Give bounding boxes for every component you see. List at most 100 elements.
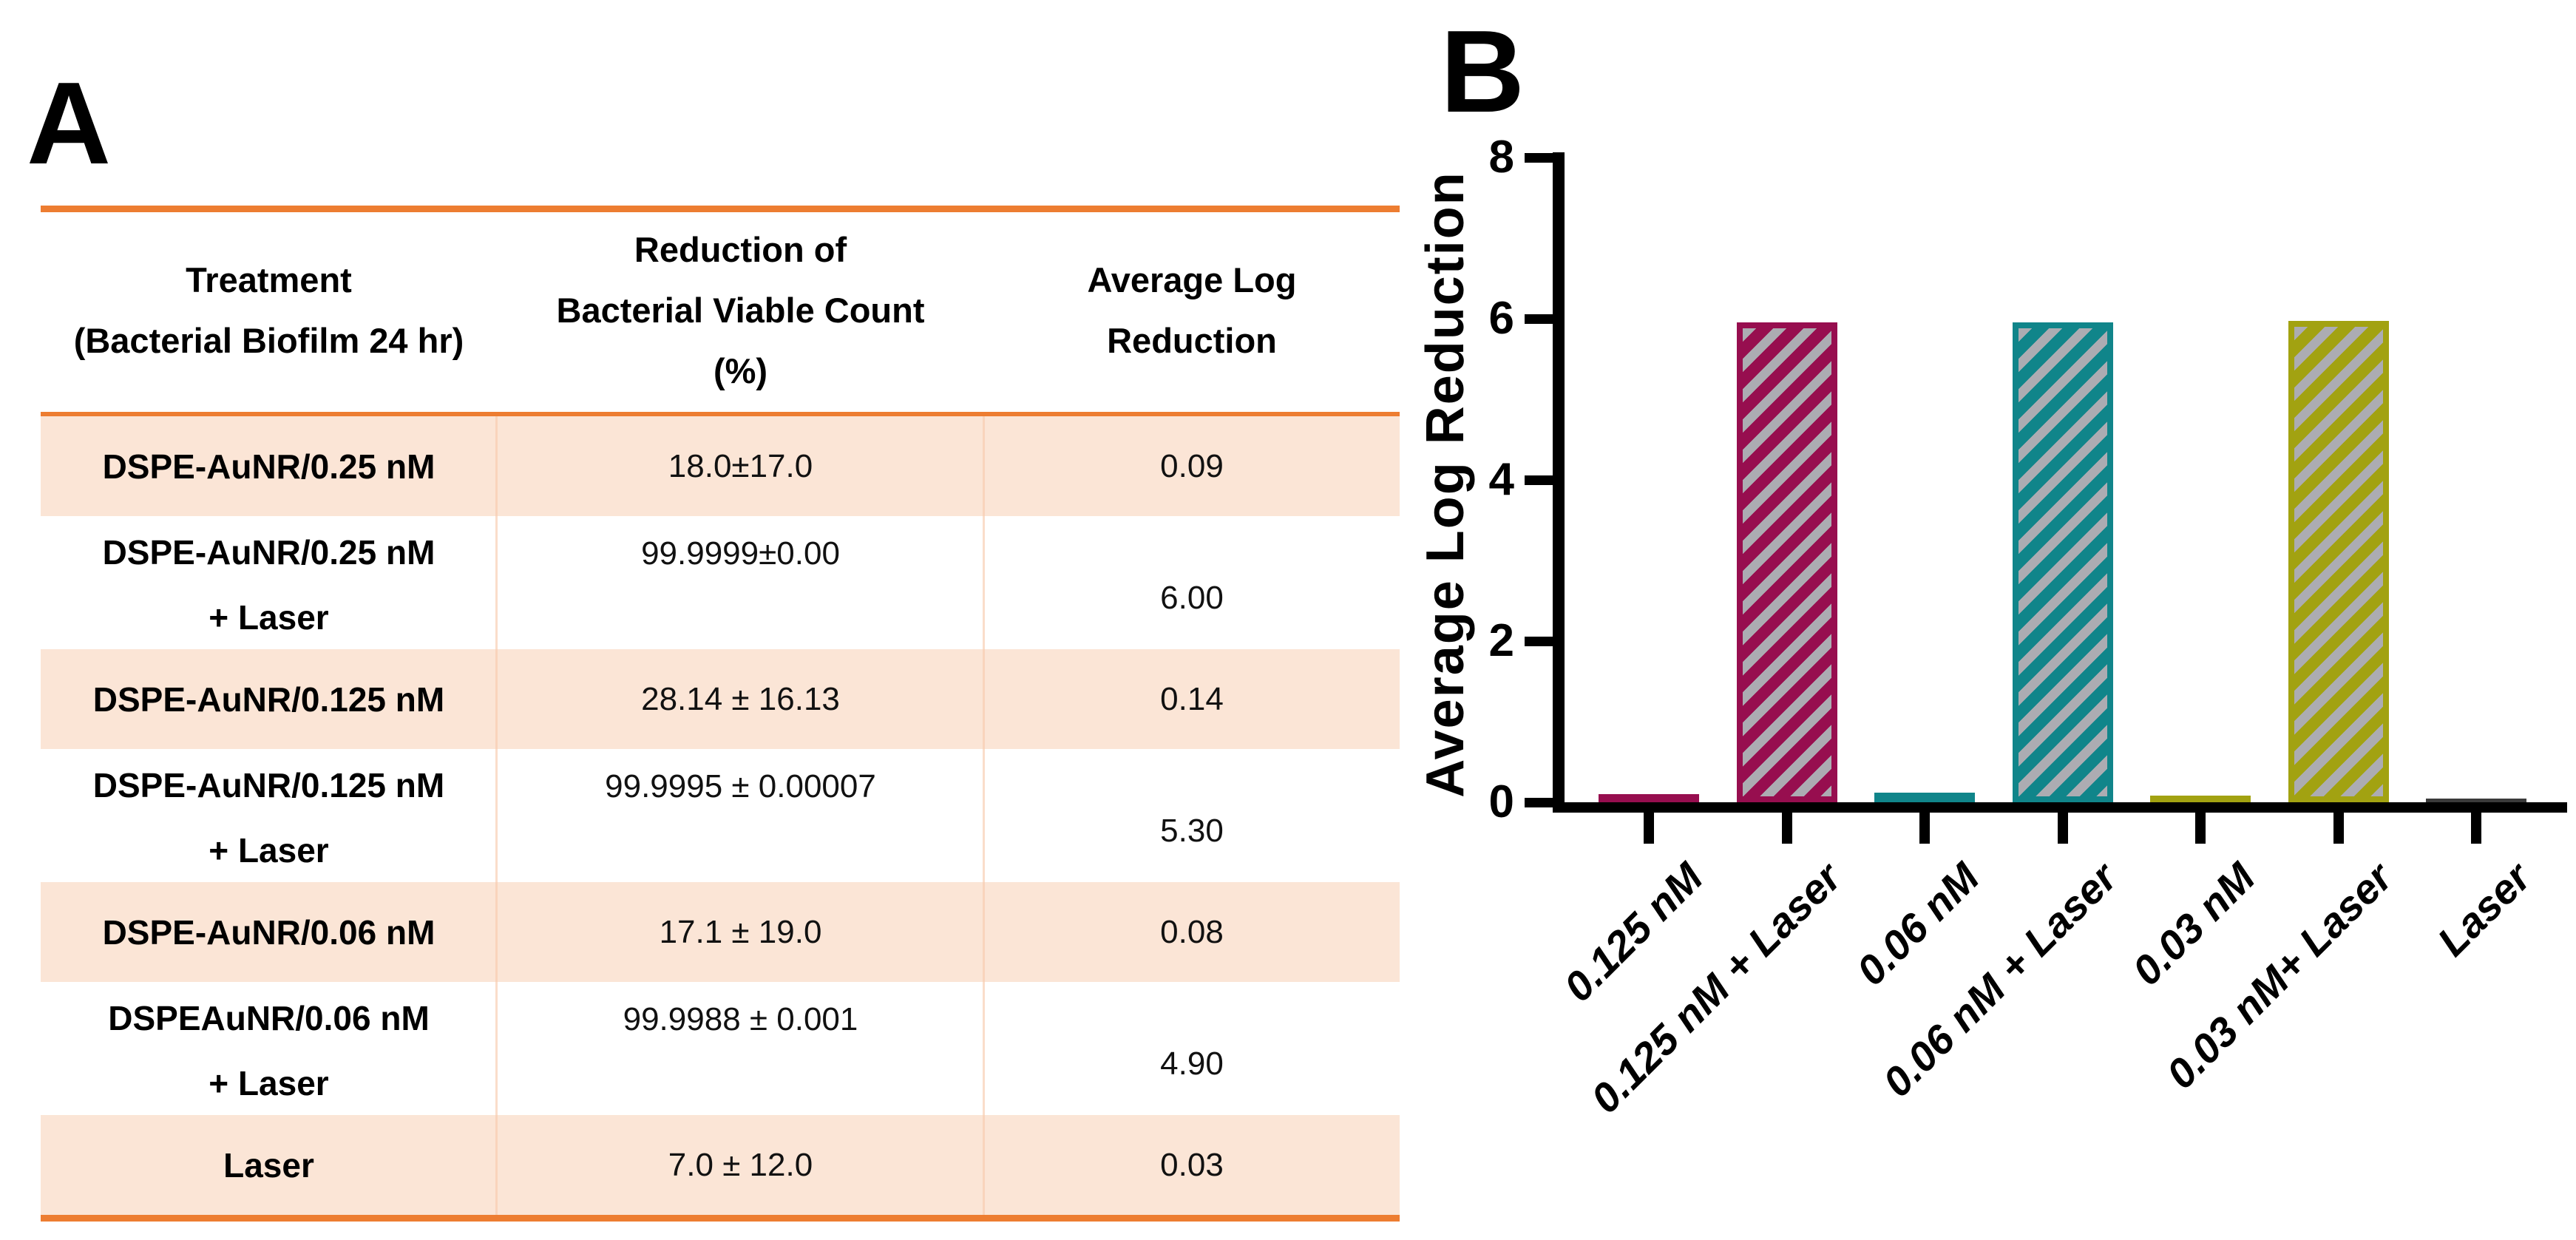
header-line: (Bacterial Biofilm 24 hr) <box>73 321 464 360</box>
bar-0.03 nM+ Laser <box>2288 321 2389 802</box>
log-reduction-value: 0.09 <box>1160 447 1224 484</box>
header-line: Treatment <box>186 260 352 299</box>
column-separator <box>495 416 498 1215</box>
log-reduction-value: 0.08 <box>1160 913 1224 950</box>
treatment-name: DSPE-AuNR/0.125 nM <box>92 680 445 719</box>
treatment-cell: DSPE-AuNR/0.25 nM + Laser <box>41 516 497 649</box>
table-row: DSPE-AuNR/0.25 nM 18.0±17.0 0.09 <box>41 416 1400 516</box>
log-cell: 0.09 <box>984 416 1400 516</box>
treatment-name: Laser <box>223 1145 314 1185</box>
panel-a-label: A <box>27 58 112 189</box>
x-axis <box>1553 802 2567 813</box>
table-row: DSPE-AuNR/0.125 nM 28.14 ± 16.13 0.14 <box>41 649 1400 749</box>
table-row: DSPE-AuNR/0.06 nM 17.1 ± 19.0 0.08 <box>41 882 1400 982</box>
treatment-cell: DSPE-AuNR/0.06 nM <box>41 882 497 982</box>
log-cell: 0.14 <box>984 649 1400 749</box>
x-axis-tick <box>2471 813 2481 844</box>
treatment-cell: DSPE-AuNR/0.25 nM <box>41 416 497 516</box>
x-category-label: 0.06 nM <box>1847 853 1988 995</box>
x-axis-tick <box>2333 813 2344 844</box>
x-axis-tick <box>2057 813 2068 844</box>
y-axis-tick <box>1525 475 1553 485</box>
y-axis <box>1553 152 1565 813</box>
x-category-label: Laser <box>2427 853 2540 965</box>
reduction-cell: 99.9999±0.00 <box>497 516 984 649</box>
column-separator <box>983 416 985 1215</box>
bar-0.125 nM + Laser <box>1736 322 1837 802</box>
reduction-value: 28.14 ± 16.13 <box>641 680 840 717</box>
log-reduction-value: 0.14 <box>1160 680 1224 717</box>
y-axis-tick <box>1525 153 1553 163</box>
bar-0.125 nM <box>1599 794 1699 802</box>
header-underline-rule <box>41 412 1400 416</box>
header-col-1: Reduction of Bacterial Viable Count (%) <box>497 212 984 412</box>
table-body: DSPE-AuNR/0.25 nM 18.0±17.0 0.09 DSPE-AuNR/… <box>41 416 1400 1215</box>
table-header-row: Treatment (Bacterial Biofilm 24 hr) Reduct… <box>41 212 1400 412</box>
treatment-cell: DSPE-AuNR/0.125 nM + Laser <box>41 749 497 882</box>
reduction-cell: 7.0 ± 12.0 <box>497 1115 984 1215</box>
treatment-name: DSPE-AuNR/0.06 nM <box>102 912 435 952</box>
table-row: DSPE-AuNR/0.25 nM + Laser 99.9999±0.00 6.00 <box>41 516 1400 649</box>
x-axis-tick <box>1781 813 1792 844</box>
log-cell: 4.90 <box>984 982 1400 1115</box>
reduction-cell: 18.0±17.0 <box>497 416 984 516</box>
y-axis-tick <box>1525 798 1553 807</box>
table-bottom-rule <box>41 1215 1400 1222</box>
y-tick-label: 0 <box>1488 776 1514 827</box>
log-reduction-value: 6.00 <box>1160 580 1224 616</box>
table-row: DSPEAuNR/0.06 nM + Laser 99.9988 ± 0.001 4.… <box>41 982 1400 1115</box>
x-axis-tick <box>1644 813 1654 844</box>
x-category-label: 0.125 nM + Laser <box>1582 853 1850 1122</box>
reduction-cell: 99.9988 ± 0.001 <box>497 982 984 1115</box>
treatment-cell: DSPE-AuNR/0.125 nM <box>41 649 497 749</box>
header-line: Bacterial Viable Count <box>556 291 925 330</box>
reduction-value: 99.9988 ± 0.001 <box>623 1001 858 1037</box>
x-axis-tick <box>2195 813 2206 844</box>
treatment-table: Treatment (Bacterial Biofilm 24 hr) Reduct… <box>41 206 1400 1222</box>
header-col-2: Average Log Reduction <box>984 212 1400 412</box>
reduction-cell: 99.9995 ± 0.00007 <box>497 749 984 882</box>
reduction-cell: 28.14 ± 16.13 <box>497 649 984 749</box>
y-axis-title: Average Log Reduction <box>1416 171 1475 798</box>
header-line: Reduction <box>1107 321 1277 360</box>
reduction-value: 7.0 ± 12.0 <box>668 1146 813 1183</box>
log-reduction-value: 5.30 <box>1160 813 1224 849</box>
header-line: Average Log <box>1087 260 1297 299</box>
reduction-value: 17.1 ± 19.0 <box>659 913 822 950</box>
reduction-value: 99.9995 ± 0.00007 <box>605 768 876 804</box>
y-tick-label: 2 <box>1488 615 1514 666</box>
treatment-name-line2: + Laser <box>209 831 329 870</box>
treatment-name: DSPE-AuNR/0.25 nM <box>102 533 435 572</box>
x-category-label: 0.03 nM <box>2123 853 2264 995</box>
header-line: Reduction of <box>634 230 847 269</box>
bar-Laser <box>2426 799 2526 802</box>
log-cell: 5.30 <box>984 749 1400 882</box>
log-cell: 0.03 <box>984 1115 1400 1215</box>
table-row: Laser 7.0 ± 12.0 0.03 <box>41 1115 1400 1215</box>
reduction-value: 18.0±17.0 <box>668 447 813 484</box>
y-tick-label: 6 <box>1488 293 1514 344</box>
treatment-name: DSPEAuNR/0.06 nM <box>108 999 430 1037</box>
table-row: DSPE-AuNR/0.125 nM + Laser 99.9995 ± 0.000… <box>41 749 1400 882</box>
header-line: (%) <box>713 351 768 390</box>
log-cell: 6.00 <box>984 516 1400 649</box>
reduction-cell: 17.1 ± 19.0 <box>497 882 984 982</box>
bar-0.06 nM + Laser <box>2012 322 2113 802</box>
x-category-label: 0.06 nM + Laser <box>1874 853 2126 1106</box>
x-axis-tick <box>1919 813 1930 844</box>
log-reduction-value: 0.03 <box>1160 1146 1224 1183</box>
panel-b-label: B <box>1440 7 1525 137</box>
y-tick-label: 8 <box>1488 132 1514 183</box>
header-col-0: Treatment (Bacterial Biofilm 24 hr) <box>41 212 497 412</box>
log-reduction-value: 4.90 <box>1160 1046 1224 1082</box>
reduction-value: 99.9999±0.00 <box>641 535 840 572</box>
bar-0.06 nM <box>1874 792 1975 802</box>
treatment-cell: Laser <box>41 1115 497 1215</box>
treatment-cell: DSPEAuNR/0.06 nM + Laser <box>41 982 497 1115</box>
treatment-name-line2: + Laser <box>209 598 329 637</box>
y-axis-tick <box>1525 314 1553 324</box>
table-top-rule <box>41 206 1400 212</box>
treatment-name-line2: + Laser <box>209 1064 329 1102</box>
